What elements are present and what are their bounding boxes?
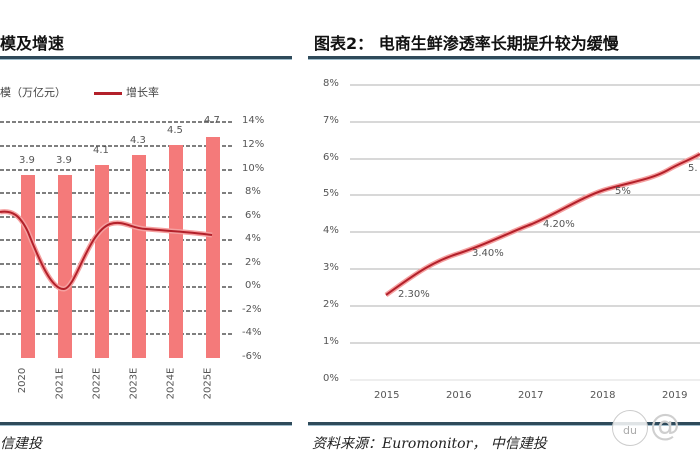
- point-label-2019: 5.: [688, 163, 698, 174]
- point-label-2015: 2.30%: [398, 289, 430, 300]
- point-label-2018: 5%: [615, 186, 631, 197]
- bar-label-2024E: 4.5: [167, 125, 183, 136]
- watermark-at-icon: @: [650, 408, 680, 443]
- penetration-line: [385, 153, 700, 296]
- bar-label-2025E: 4.7: [204, 115, 220, 126]
- y-tick: 2%: [323, 299, 339, 310]
- x-tick-2023E: 2023E: [128, 367, 140, 400]
- bar-label-2021E: 3.9: [56, 155, 72, 166]
- x-tick-2024E: 2024E: [165, 367, 177, 400]
- y2-tick: 8%: [245, 186, 261, 197]
- x-tick-2019: 2019: [662, 390, 688, 401]
- growth-rate-line: [0, 210, 213, 290]
- baidu-paw-watermark-icon: du: [612, 410, 648, 446]
- y2-tick: 6%: [245, 210, 261, 221]
- y2-tick: 10%: [242, 163, 265, 174]
- x-tick-2016: 2016: [446, 390, 472, 401]
- left-legend-bar: 模（万亿元）: [0, 86, 66, 99]
- right-source-text: 资料来源：Euromonitor， 中信建投: [312, 436, 547, 452]
- y2-tick: 14%: [242, 115, 265, 126]
- left-bars: [21, 137, 220, 358]
- right-chart-plot: [350, 84, 700, 381]
- y-tick: 7%: [323, 115, 339, 126]
- bar-2022E: [95, 165, 109, 358]
- y2-tick: -6%: [242, 351, 262, 362]
- bar-2025E: [206, 137, 220, 358]
- x-tick-2022E: 2022E: [91, 367, 103, 400]
- bar-label-2020: 3.9: [19, 155, 35, 166]
- point-label-2016: 3.40%: [472, 248, 504, 259]
- x-tick-2017: 2017: [518, 390, 544, 401]
- y-tick: 5%: [323, 188, 339, 199]
- y-tick: 0%: [323, 373, 339, 384]
- point-label-2017: 4.20%: [543, 219, 575, 230]
- y2-tick: -2%: [242, 304, 262, 315]
- x-tick-2021E: 2021E: [54, 367, 66, 400]
- bar-label-2023E: 4.3: [130, 135, 146, 146]
- right-grid: [350, 84, 700, 381]
- y2-tick: 12%: [242, 139, 265, 150]
- x-tick-2015: 2015: [374, 390, 400, 401]
- right-title-rule: [308, 56, 700, 60]
- y-tick: 6%: [323, 152, 339, 163]
- x-tick-2025E: 2025E: [202, 367, 214, 400]
- bar-2023E: [132, 155, 146, 358]
- left-grid: [0, 121, 232, 335]
- y2-tick: -4%: [242, 327, 262, 338]
- y-tick: 4%: [323, 225, 339, 236]
- y-tick: 1%: [323, 336, 339, 347]
- y2-tick: 0%: [245, 280, 261, 291]
- left-legend-line: 增长率: [126, 86, 159, 99]
- x-tick-2018: 2018: [590, 390, 616, 401]
- legend-line-swatch: [94, 92, 122, 95]
- right-chart-title: 图表2： 电商生鲜渗透率长期提升较为缓慢: [314, 34, 619, 53]
- left-title-rule: [0, 56, 292, 60]
- bar-2020: [21, 175, 35, 358]
- right-source-rule: [308, 422, 700, 426]
- left-chart-plot: [0, 121, 232, 358]
- y2-tick: 2%: [245, 257, 261, 268]
- y2-tick: 4%: [245, 233, 261, 244]
- y-tick: 3%: [323, 262, 339, 273]
- bar-2024E: [169, 145, 183, 358]
- bar-label-2022E: 4.1: [93, 145, 109, 156]
- left-source-text: 信建投: [0, 436, 42, 452]
- y-tick: 8%: [323, 78, 339, 89]
- left-source-rule: [0, 422, 292, 426]
- x-tick-2020: 2020: [17, 367, 29, 394]
- left-chart-title: 模及增速: [0, 34, 65, 53]
- bar-2021E: [58, 175, 72, 358]
